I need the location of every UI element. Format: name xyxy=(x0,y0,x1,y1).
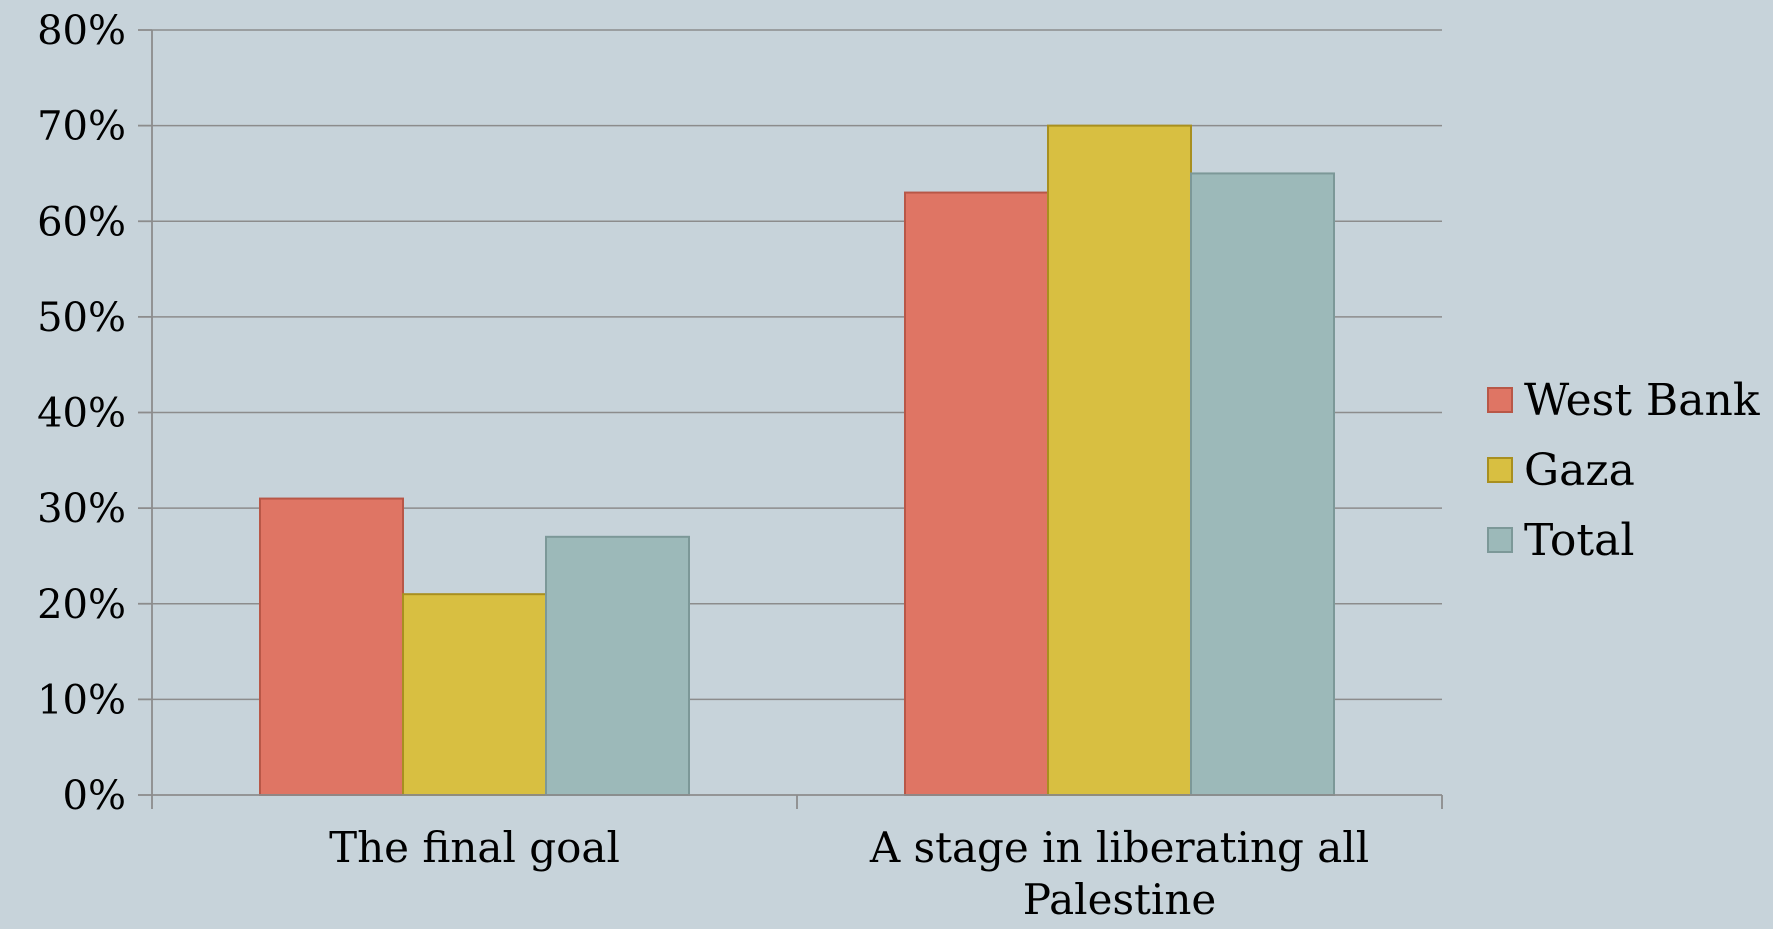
legend: West Bank Gaza Total xyxy=(1487,375,1760,566)
bar-west-bank-1 xyxy=(904,191,1049,796)
y-tick-label: 20% xyxy=(37,582,126,628)
bar-gaza-1 xyxy=(1047,124,1192,796)
x-category-label: The final goal xyxy=(329,823,620,872)
x-category-labels: The final goal A stage in liberating all P… xyxy=(329,823,1369,924)
y-tick-label: 70% xyxy=(37,104,126,150)
legend-label-total: Total xyxy=(1524,515,1634,566)
legend-swatch-total xyxy=(1487,527,1513,553)
legend-swatch-gaza xyxy=(1487,457,1513,483)
y-tick-labels: 0% 10% 20% 30% 40% 50% 60% 70% 80% xyxy=(37,8,126,819)
bars xyxy=(259,124,1335,796)
y-tick-label: 60% xyxy=(37,199,126,245)
legend-label-west-bank: West Bank xyxy=(1524,375,1760,426)
y-tick-label: 0% xyxy=(63,773,126,819)
bar-gaza-0 xyxy=(402,593,547,796)
y-tick-label: 10% xyxy=(37,677,126,723)
axes xyxy=(138,29,1443,809)
x-category-label: A stage in liberating all Palestine xyxy=(869,823,1369,924)
y-tick-label: 50% xyxy=(37,295,126,341)
bar-total-0 xyxy=(545,535,690,796)
y-tick-label: 40% xyxy=(37,391,126,437)
y-tick-label: 80% xyxy=(37,8,126,54)
legend-swatch-west-bank xyxy=(1487,387,1513,413)
y-tick-label: 30% xyxy=(37,486,126,532)
bar-total-1 xyxy=(1190,172,1335,796)
bar-west-bank-0 xyxy=(259,497,404,796)
legend-label-gaza: Gaza xyxy=(1524,445,1635,496)
